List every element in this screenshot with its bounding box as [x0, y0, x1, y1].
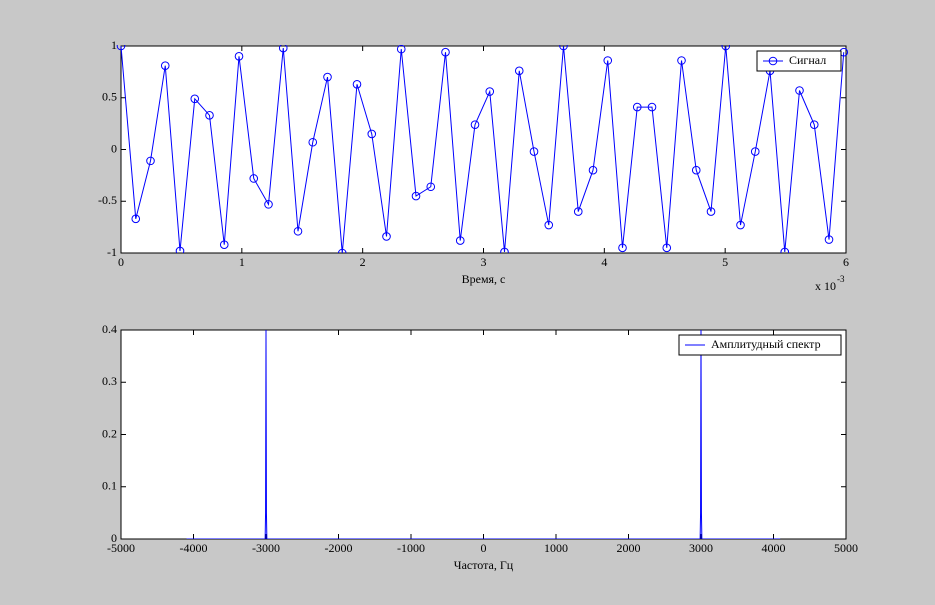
point-marker	[278, 45, 288, 53]
point-marker	[721, 45, 731, 51]
point-marker	[131, 214, 141, 224]
x-tick-label: -4000	[180, 541, 208, 555]
point-marker	[470, 120, 480, 129]
point-marker	[691, 165, 701, 175]
x-tick-label: 6	[843, 255, 849, 269]
x-tick-label: 1000	[544, 541, 568, 555]
point-marker	[750, 147, 760, 156]
y-tick-label: -0.5	[98, 193, 117, 207]
point-marker	[441, 47, 450, 57]
point-marker	[647, 102, 657, 112]
x-tick-label: 2000	[617, 541, 641, 555]
point-marker	[234, 52, 244, 61]
point-marker	[352, 79, 362, 89]
point-marker	[249, 174, 259, 183]
x-axis-label: Частота, Гц	[454, 558, 514, 572]
x-tick-label: 3	[481, 255, 487, 269]
x-tick-label: 0	[481, 541, 487, 555]
point-marker	[323, 72, 332, 82]
y-tick-label: -1	[107, 245, 117, 259]
point-marker	[308, 137, 318, 147]
point-marker	[706, 207, 716, 216]
point-marker	[175, 246, 185, 253]
point-marker	[455, 236, 465, 245]
plot-clip	[186, 329, 781, 539]
point-marker	[219, 240, 229, 250]
point-marker	[662, 243, 672, 253]
y-tick-label: 0.5	[102, 90, 117, 104]
point-marker	[116, 45, 126, 51]
point-marker	[559, 45, 568, 51]
point-marker	[160, 61, 170, 70]
point-marker	[411, 191, 421, 201]
point-marker	[382, 232, 391, 241]
point-marker	[573, 207, 583, 216]
x-tick-label: 3000	[689, 541, 713, 555]
y-tick-label: 0.4	[102, 322, 117, 336]
legend-marker	[768, 56, 778, 66]
point-marker	[396, 45, 406, 54]
line-series	[120, 45, 845, 253]
x-tick-label: -2000	[325, 541, 353, 555]
y-tick-label: 1	[111, 38, 117, 52]
legend-box	[756, 50, 842, 72]
point-marker	[426, 182, 436, 192]
plot-area	[120, 329, 847, 540]
y-tick-label: 0	[111, 531, 117, 545]
point-marker	[205, 111, 214, 120]
point-marker	[736, 220, 745, 230]
x-tick-label: 5	[722, 255, 728, 269]
point-marker	[809, 120, 819, 129]
plot-clip	[116, 45, 849, 253]
x-axis-label: Время, с	[462, 272, 506, 286]
x-tick-label: -5000	[107, 541, 135, 555]
y-tick-label: 0.1	[102, 479, 117, 493]
point-marker	[514, 66, 524, 76]
x-multiplier-exponent: -3	[837, 274, 845, 284]
legend-label: Амплитудный спектр	[711, 337, 821, 351]
point-marker	[632, 102, 642, 112]
y-tick-label: 0.3	[102, 374, 117, 388]
point-marker	[588, 165, 598, 175]
point-marker	[485, 87, 495, 96]
x-tick-label: 1	[239, 255, 245, 269]
point-marker	[795, 86, 804, 95]
x-tick-label: 2	[360, 255, 366, 269]
x-tick-label: 5000	[834, 541, 858, 555]
line-series	[186, 329, 781, 539]
point-marker	[264, 200, 273, 209]
x-tick-label: 4	[601, 255, 607, 269]
legend-box	[678, 334, 842, 356]
point-marker	[146, 156, 155, 166]
x-tick-label: 4000	[762, 541, 786, 555]
x-tick-label: 0	[118, 255, 124, 269]
plot-area	[120, 45, 847, 254]
x-multiplier: x 10	[815, 279, 836, 293]
y-tick-label: 0.2	[102, 426, 117, 440]
y-tick-label: 0	[111, 141, 117, 155]
point-marker	[677, 56, 686, 65]
point-marker	[824, 235, 834, 244]
point-marker	[603, 56, 613, 65]
x-tick-label: -1000	[397, 541, 425, 555]
point-marker	[544, 220, 554, 230]
point-marker	[337, 248, 347, 253]
point-marker	[293, 226, 303, 236]
legend-label: Сигнал	[789, 53, 826, 67]
point-marker	[190, 94, 200, 104]
point-marker	[529, 147, 539, 156]
x-tick-label: -3000	[252, 541, 280, 555]
point-marker	[500, 247, 509, 253]
point-marker	[780, 247, 790, 253]
point-marker	[367, 129, 377, 139]
point-marker	[618, 243, 627, 253]
